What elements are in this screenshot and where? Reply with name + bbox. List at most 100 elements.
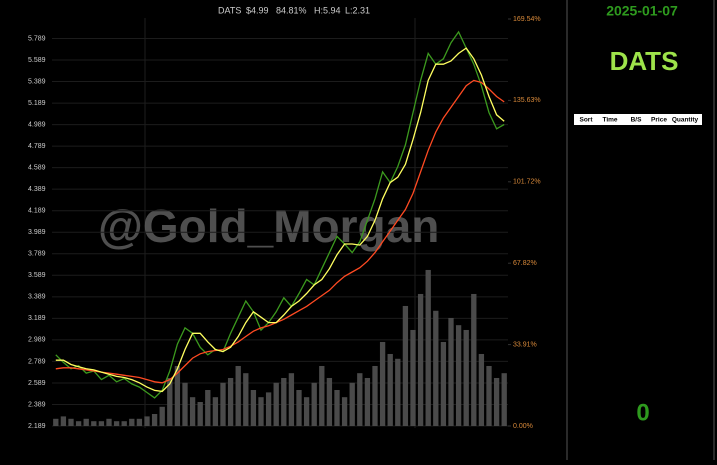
volume-bar: [349, 382, 355, 426]
volume-bar: [243, 373, 249, 426]
y-tick-label: 4.189: [28, 208, 46, 215]
y-tick-label: 4.589: [28, 164, 46, 171]
volume-bar: [357, 373, 363, 426]
y-tick-label: 2.189: [28, 423, 46, 430]
y2-tick-label: 169.54%: [513, 16, 541, 23]
y2-tick-label: 101.72%: [513, 179, 541, 186]
volume-bar: [334, 389, 340, 426]
volume-bar: [159, 406, 165, 426]
column-header: Quantity: [672, 117, 699, 124]
volume-bar: [197, 401, 203, 426]
y-tick-label: 3.589: [28, 272, 46, 279]
count: 0: [636, 399, 649, 426]
y-tick-label: 3.389: [28, 294, 46, 301]
volume-bar: [471, 293, 477, 426]
y2-tick-label: 67.82%: [513, 260, 537, 267]
volume-bar: [60, 416, 67, 426]
volume-bar: [129, 418, 135, 426]
volume-bar: [212, 397, 219, 426]
y2-tick-label: 33.91%: [513, 341, 537, 348]
column-header: Time: [602, 117, 617, 124]
y-tick-label: 2.589: [28, 380, 46, 387]
volume-bar: [182, 382, 188, 426]
column-header: B/S: [631, 117, 643, 124]
price-line: [55, 79, 505, 384]
volume-bar: [144, 416, 150, 426]
volume-bar: [235, 365, 241, 426]
change: 84.81%: [276, 5, 307, 15]
volume-bar: [478, 353, 485, 426]
column-header: Sort: [580, 117, 594, 124]
y-tick-label: 5.389: [28, 78, 46, 85]
y-tick-label: 4.389: [28, 186, 46, 193]
volume-bar: [425, 269, 431, 426]
volume-bar: [395, 358, 401, 426]
volume-bar: [303, 397, 310, 426]
volume-bar: [372, 365, 378, 426]
volume-bar: [455, 325, 462, 426]
volume-bar: [258, 397, 264, 426]
volume-bar: [265, 392, 272, 426]
volume-bar: [151, 413, 158, 426]
volume-bar: [250, 389, 257, 426]
y-tick-label: 5.789: [28, 35, 46, 42]
y-tick-label: 2.389: [28, 401, 46, 408]
volume-bar: [288, 373, 295, 426]
volume-bar: [440, 341, 447, 426]
y-tick-label: 4.989: [28, 121, 46, 128]
volume-bar: [364, 377, 371, 426]
price: $4.99: [246, 5, 269, 15]
header: DATS $4.99 84.81% H:5.94 L:2.31: [218, 5, 370, 15]
volume-bar: [311, 382, 317, 426]
volume-bar: [341, 397, 348, 426]
y-tick-label: 5.189: [28, 100, 46, 107]
volume-bar: [501, 373, 507, 426]
volume-bar: [417, 293, 424, 426]
volume-bar: [68, 418, 74, 426]
low: L:2.31: [345, 5, 370, 15]
y-tick-label: 4.789: [28, 143, 46, 150]
volume-bar: [98, 421, 105, 426]
volume-bar: [174, 365, 181, 426]
volume-bar: [410, 329, 416, 426]
volume-bar: [205, 389, 211, 426]
table-columns: Sort Time B/S Price Quantity: [580, 117, 699, 124]
date: 2025-01-07: [606, 3, 678, 19]
volume-bar: [326, 377, 333, 426]
price-line: [55, 47, 505, 393]
y-tick-label: 3.989: [28, 229, 46, 236]
volume-bar: [189, 397, 196, 426]
volume-bar: [448, 317, 454, 426]
y2-tick-label: 135.63%: [513, 97, 541, 104]
volume-bar: [281, 377, 287, 426]
y-tick-label: 2.789: [28, 358, 46, 365]
volume-bar: [121, 421, 127, 426]
price-line: [55, 30, 505, 399]
volume-bar: [379, 341, 386, 426]
volume-bar: [319, 365, 325, 426]
volume-bar: [136, 418, 143, 426]
volume-bar: [106, 418, 112, 426]
volume-bar: [227, 377, 234, 426]
volume-bar: [433, 310, 439, 426]
volume-bar: [91, 421, 97, 426]
volume-bar: [296, 389, 302, 426]
watermark: @Gold_Morgan: [98, 200, 439, 252]
volume-bar: [167, 377, 173, 426]
symbol: DATS: [218, 5, 241, 15]
panel-symbol: DATS: [610, 46, 679, 76]
volume-bar: [113, 421, 120, 426]
column-header: Price: [651, 117, 667, 124]
volume-bar: [402, 305, 409, 426]
y-tick-label: 3.189: [28, 315, 46, 322]
table-header: [574, 114, 702, 125]
volume-bar: [486, 365, 492, 426]
volume-bar: [83, 418, 89, 426]
volume-bar: [273, 382, 279, 426]
volume-bar: [53, 418, 59, 426]
volume-bar: [75, 421, 82, 426]
y-tick-label: 2.989: [28, 337, 46, 344]
y-tick-label: 3.789: [28, 251, 46, 258]
